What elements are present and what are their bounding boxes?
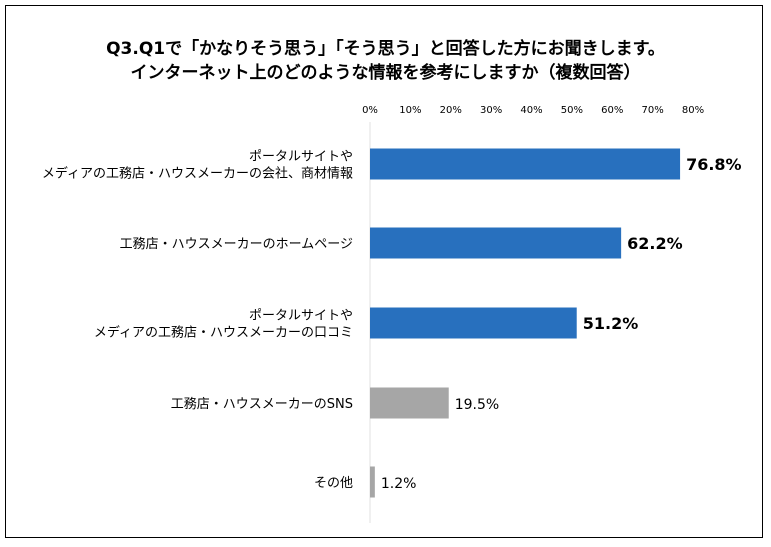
category-label: 工務店・ハウスメーカーのSNS (171, 397, 353, 412)
data-label: 51.2% (583, 314, 639, 333)
data-label: 76.8% (686, 155, 742, 174)
data-label: 19.5% (455, 397, 499, 413)
bar (370, 466, 375, 498)
category-label: ポータルサイトや (249, 309, 353, 324)
category-label: メディアの工務店・ハウスメーカーの口コミ (94, 325, 353, 341)
data-label: 1.2% (381, 476, 417, 492)
category-label: その他 (314, 476, 353, 491)
chart-title-line-1: Q3.Q1で「かなりそう思う」「そう思う」と回答した方にお聞きします。 (106, 39, 665, 59)
x-tick-label: 0% (362, 105, 378, 116)
bar (370, 307, 577, 339)
category-label: メディアの工務店・ハウスメーカーの会社、商材情報 (42, 166, 353, 182)
bar (370, 387, 449, 419)
x-tick-label: 80% (682, 105, 704, 116)
category-label: ポータルサイトや (249, 150, 353, 165)
x-tick-label: 40% (520, 105, 542, 116)
chart-frame (5, 5, 763, 538)
bar (370, 148, 681, 180)
x-tick-label: 10% (399, 105, 421, 116)
x-tick-label: 20% (440, 105, 462, 116)
x-tick-label: 70% (642, 105, 664, 116)
chart-title-line-2: インターネット上のどのような情報を参考にしますか（複数回答） (130, 63, 641, 83)
x-tick-label: 50% (561, 105, 583, 116)
x-tick-label: 60% (601, 105, 623, 116)
x-tick-label: 30% (480, 105, 502, 116)
data-label: 62.2% (627, 234, 683, 253)
bar (370, 227, 622, 259)
category-label: 工務店・ハウスメーカーのホームページ (120, 237, 353, 252)
